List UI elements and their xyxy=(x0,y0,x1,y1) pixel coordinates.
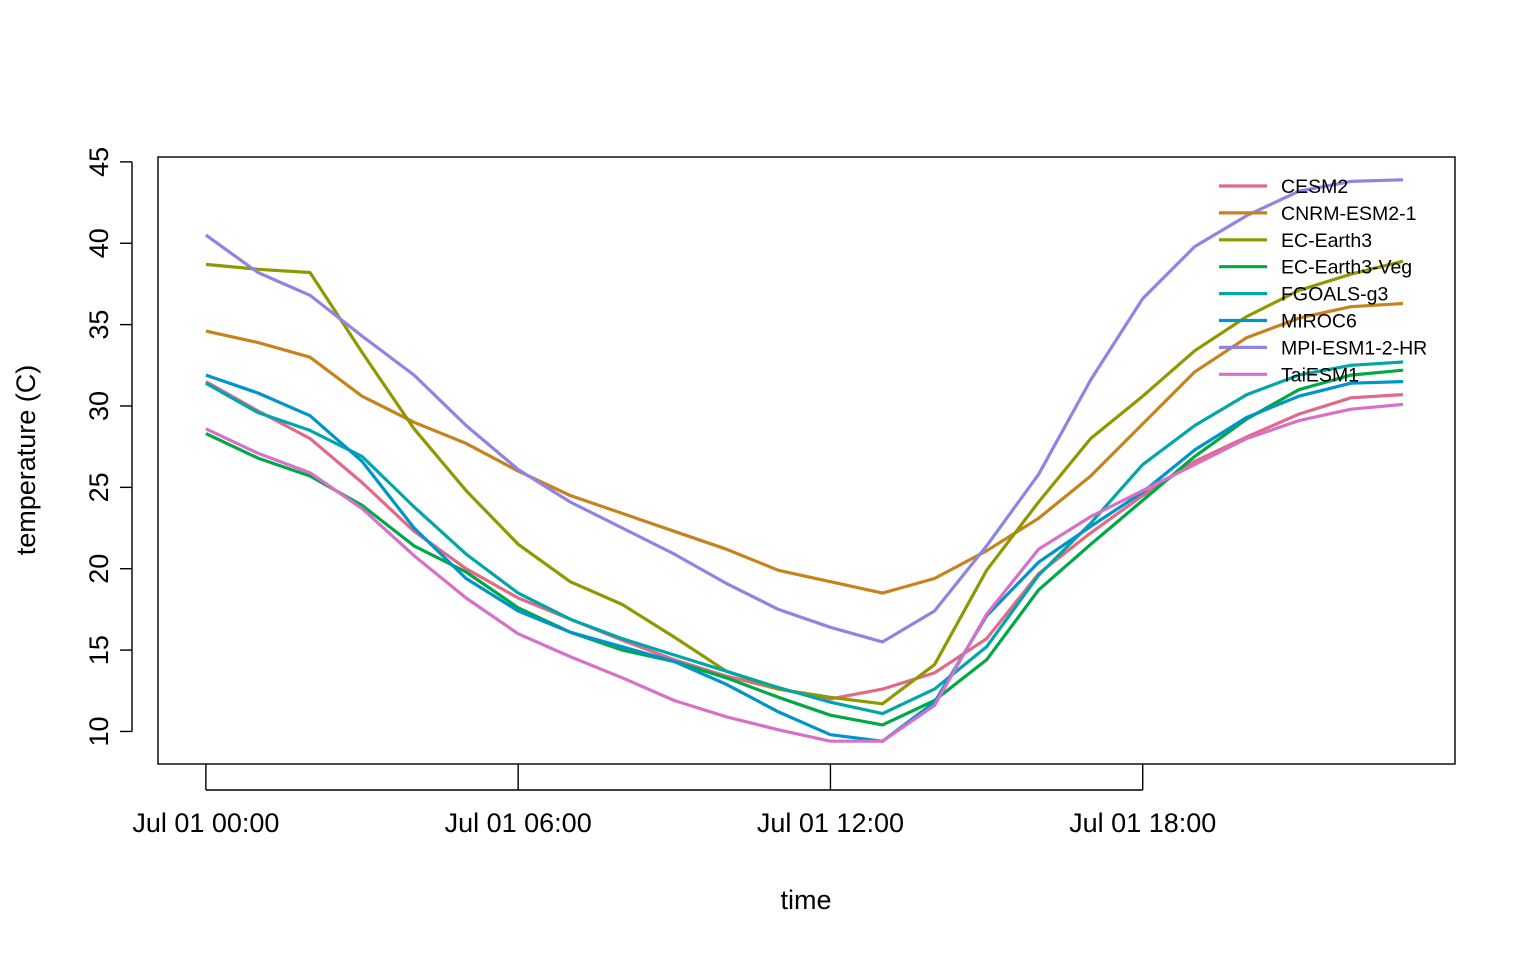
y-tick-label: 45 xyxy=(84,147,114,177)
x-tick-label: Jul 01 12:00 xyxy=(757,808,904,838)
legend-label: CNRM-ESM2-1 xyxy=(1281,203,1416,225)
x-axis: Jul 01 00:00 Jul 01 06:00 Jul 01 12:00 Jul … xyxy=(132,764,1216,838)
legend-label: EC-Earth3 xyxy=(1281,230,1372,252)
legend-label: FGOALS-g3 xyxy=(1281,284,1388,306)
series-line-cesm2 xyxy=(205,380,1404,701)
series-line-ec-earth3 xyxy=(205,259,1404,706)
series-line-miroc6 xyxy=(205,373,1404,743)
legend-label: EC-Earth3-Veg xyxy=(1281,257,1412,279)
y-tick-label: 40 xyxy=(84,228,114,258)
y-axis: 10 15 20 25 30 35 40 45 xyxy=(84,147,133,746)
legend-label: CESM2 xyxy=(1281,176,1348,198)
x-axis-title: time xyxy=(780,885,831,915)
legend: CESM2 CNRM-ESM2-1 EC-Earth3 EC-Earth3-Veg FG… xyxy=(1219,176,1427,386)
y-tick-label: 20 xyxy=(84,554,114,584)
x-tick-label: Jul 01 00:00 xyxy=(132,808,279,838)
series-line-taiesm1 xyxy=(205,402,1404,743)
y-axis-title: temperature (C) xyxy=(11,365,41,556)
series-line-fgoals-g3 xyxy=(205,360,1404,716)
legend-label: TaiESM1 xyxy=(1281,364,1359,386)
x-tick-label: Jul 01 18:00 xyxy=(1069,808,1216,838)
legend-label: MIROC6 xyxy=(1281,311,1357,333)
legend-label: MPI-ESM1-2-HR xyxy=(1281,337,1427,359)
x-tick-label: Jul 01 06:00 xyxy=(445,808,592,838)
series-line-ec-earth3-veg xyxy=(205,368,1404,727)
y-tick-label: 30 xyxy=(84,391,114,421)
y-tick-label: 10 xyxy=(84,716,114,746)
plot-area-frame xyxy=(157,156,1456,765)
series-line-mpi-esm1-2-hr xyxy=(204,178,1404,644)
y-tick-label: 15 xyxy=(84,635,114,665)
y-tick-label: 35 xyxy=(84,310,114,340)
series-lines xyxy=(204,178,1404,743)
y-tick-label: 25 xyxy=(84,472,114,502)
